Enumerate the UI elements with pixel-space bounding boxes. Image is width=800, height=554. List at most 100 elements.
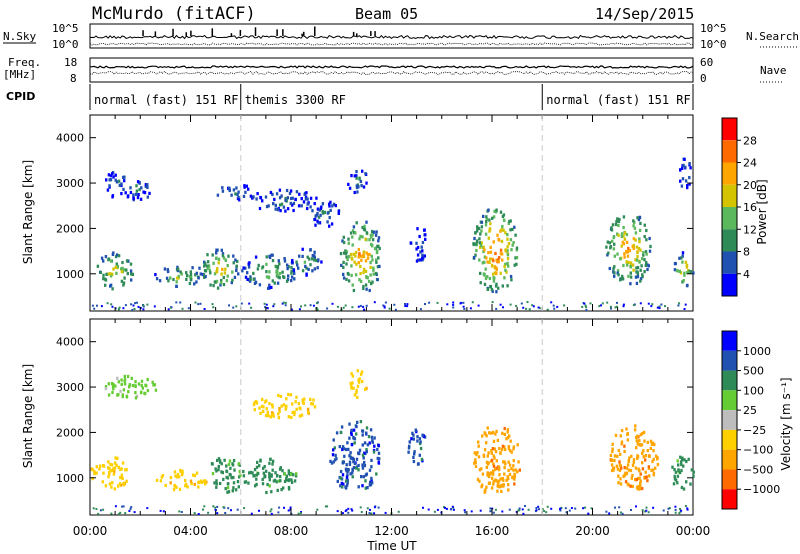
echo-cell — [120, 182, 123, 186]
echo-cell — [287, 415, 290, 419]
echo-cell — [108, 466, 111, 471]
echo-cell — [279, 209, 282, 213]
echo-cell — [208, 268, 212, 272]
echo-cell — [498, 256, 501, 260]
echo-cell — [627, 274, 630, 278]
echo-cell — [498, 446, 501, 451]
echo-cell — [583, 302, 586, 305]
echo-cell — [363, 451, 366, 455]
echo-cell — [116, 264, 119, 269]
echo-cell — [120, 467, 123, 471]
echo-cell — [340, 425, 344, 429]
echo-cell — [634, 275, 638, 279]
echo-cell — [678, 302, 681, 305]
echo-cell — [581, 305, 584, 308]
echo-cell — [211, 462, 214, 466]
echo-cell — [219, 283, 222, 287]
echo-cell — [479, 244, 483, 248]
echo-cell — [629, 264, 632, 269]
echo-cell — [407, 446, 411, 450]
echo-cell — [265, 262, 268, 266]
echo-cell — [632, 460, 635, 464]
echo-cell — [290, 269, 293, 273]
echo-cell — [295, 472, 298, 476]
echo-cell — [610, 463, 614, 467]
echo-cell — [348, 436, 351, 440]
echo-cell — [433, 510, 436, 513]
echo-cell — [215, 479, 218, 483]
echo-cell — [352, 252, 355, 256]
echo-cell — [217, 257, 221, 261]
echo-cell — [502, 306, 504, 309]
echo-cell — [91, 468, 94, 472]
time-axis-ticks: 00:00 04:00 08:00 12:00 16:00 20:00 00:00 — [73, 524, 711, 538]
echo-cell — [253, 401, 256, 405]
echo-cell — [91, 304, 94, 307]
nave-tick-high: 60 — [700, 56, 713, 69]
echo-cell — [348, 186, 352, 190]
echo-cell — [300, 204, 303, 208]
echo-cell — [258, 283, 262, 287]
echo-cell — [258, 206, 262, 211]
echo-cell — [111, 305, 114, 308]
echo-cell — [492, 479, 495, 483]
echo-cell — [282, 486, 285, 490]
echo-cell — [487, 451, 490, 455]
echo-cell — [351, 475, 354, 479]
echo-cell — [638, 469, 641, 473]
echo-cell — [273, 303, 276, 306]
echo-cell — [121, 461, 125, 465]
colorbar-tick-label: 12 — [743, 223, 757, 236]
echo-cell — [436, 301, 439, 304]
echo-cell — [272, 202, 275, 206]
echo-cell — [522, 512, 525, 515]
echo-cell — [286, 207, 290, 211]
echo-cell — [133, 308, 136, 310]
echo-cell — [340, 481, 343, 485]
echo-cell — [364, 237, 367, 241]
echo-cell — [362, 250, 366, 254]
echo-cell — [230, 509, 232, 512]
echo-cell — [282, 275, 285, 279]
colorbar-swatch — [722, 140, 737, 163]
echo-cell — [370, 476, 373, 480]
echo-cell — [372, 272, 375, 276]
echo-cell — [357, 378, 360, 382]
echo-cell — [140, 379, 144, 383]
echo-cell — [268, 286, 271, 290]
echo-cell — [638, 228, 642, 232]
echo-cell — [393, 303, 396, 306]
echo-cell — [232, 254, 235, 258]
echo-cell — [372, 266, 375, 270]
echo-cell — [126, 272, 129, 276]
echo-cell — [312, 304, 315, 307]
echo-cell — [342, 240, 346, 245]
echo-cell — [631, 263, 635, 267]
colorbar-swatch — [722, 370, 737, 391]
echo-cell — [248, 302, 251, 305]
echo-cell — [612, 468, 615, 472]
echo-cell — [172, 488, 176, 492]
echo-cell — [146, 389, 150, 393]
echo-cell — [619, 257, 622, 261]
colorbar-tick-label: −1000 — [743, 483, 780, 496]
echo-cell — [646, 267, 649, 272]
echo-cell — [485, 441, 488, 445]
echo-cell — [346, 257, 349, 262]
echo-cell — [332, 448, 335, 452]
echo-cell — [167, 308, 170, 311]
echo-cell — [509, 228, 512, 232]
echo-cell — [102, 471, 105, 475]
echo-cell — [222, 275, 225, 280]
nave-label: Nave — [760, 64, 787, 77]
echo-cell — [490, 486, 494, 490]
echo-cell — [501, 510, 504, 513]
echo-cell — [492, 259, 495, 263]
echo-cell — [582, 507, 585, 510]
echo-cell — [495, 307, 498, 310]
echo-cell — [635, 485, 639, 489]
echo-cell — [624, 480, 628, 484]
power-echoes — [91, 157, 695, 311]
echo-cell — [507, 264, 510, 268]
